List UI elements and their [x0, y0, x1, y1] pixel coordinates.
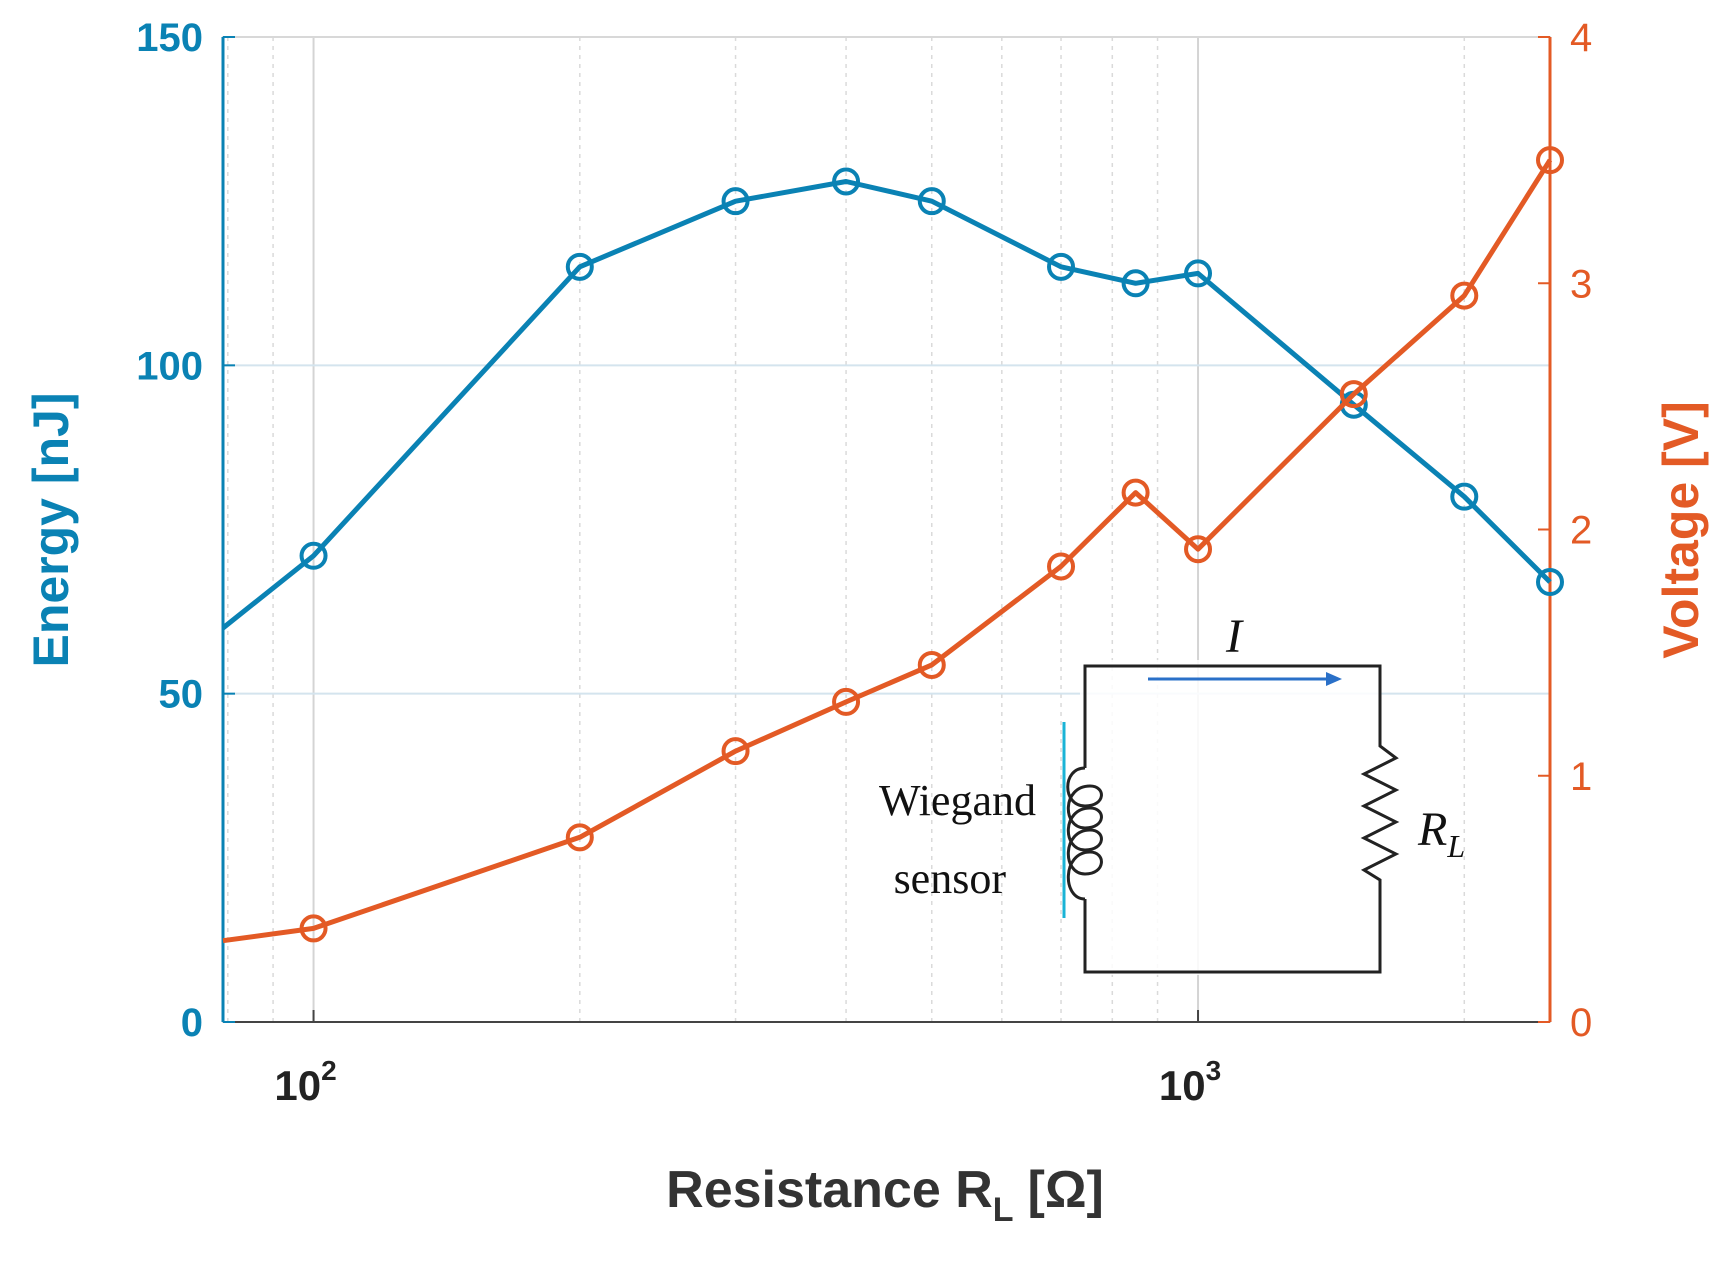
x-tick-label-base: 10	[1159, 1062, 1206, 1109]
source-label-line2: sensor	[894, 854, 1007, 903]
voltage-series-line	[222, 158, 1553, 944]
right-tick-label: 3	[1570, 262, 1592, 306]
right-tick-label: 1	[1570, 755, 1592, 799]
voltage-data-point	[832, 687, 861, 716]
voltage-data-point	[1339, 380, 1368, 409]
voltage-data-point	[1536, 146, 1564, 175]
circuit-wire	[1083, 664, 1400, 974]
voltage-data-point	[917, 650, 946, 679]
x-axis-label: Resistance RL [Ω]	[666, 1161, 1104, 1229]
x-tick-label-exponent: 2	[321, 1055, 337, 1086]
left-tick-label: 100	[136, 344, 203, 388]
circuit-inset: I Wiegand sensor RL	[879, 610, 1465, 975]
x-tick-label: 103	[1159, 1055, 1221, 1109]
x-axis-label-subscript: L	[993, 1191, 1014, 1229]
load-label: RL	[1417, 803, 1465, 864]
voltage-data-point	[1184, 535, 1213, 564]
current-label: I	[1225, 610, 1244, 663]
voltage-data-point	[1450, 281, 1479, 310]
energy-data-point	[832, 167, 861, 196]
energy-data-point	[1450, 482, 1479, 511]
y-axis-right-label: Voltage [V]	[1653, 401, 1709, 658]
current-arrow-head-icon	[1326, 672, 1342, 686]
x-axis-ticks: 102 103	[274, 1010, 1221, 1109]
right-tick-label: 2	[1570, 509, 1592, 553]
voltage-data-point	[1047, 552, 1076, 581]
energy-data-point	[1536, 568, 1564, 597]
left-tick-label: 50	[159, 673, 204, 717]
energy-data-point	[299, 541, 328, 570]
energy-data-point	[721, 187, 750, 216]
voltage-data-point	[565, 823, 594, 852]
energy-data-point	[565, 252, 594, 281]
x-tick-label-exponent: 3	[1206, 1055, 1222, 1086]
x-axis-label-main: Resistance R	[666, 1161, 993, 1219]
energy-data-point	[917, 187, 946, 216]
y-axis-left-label: Energy [nJ]	[23, 392, 79, 667]
load-label-main: R	[1417, 803, 1447, 856]
left-axis-ticks: 0 50 100 150	[136, 16, 235, 1045]
left-tick-label: 150	[136, 16, 203, 60]
inset-background	[1080, 660, 1380, 975]
voltage-data-point	[299, 914, 328, 943]
right-axis-ticks: 0 1 2 3 4	[1538, 16, 1592, 1045]
source-label-line1: Wiegand	[879, 776, 1036, 825]
right-tick-label: 0	[1570, 1001, 1592, 1045]
voltage-data-point	[1121, 478, 1150, 507]
energy-data-point	[1121, 269, 1150, 298]
voltage-data-point	[721, 737, 750, 766]
energy-data-point	[1184, 259, 1213, 288]
right-tick-label: 4	[1570, 16, 1592, 60]
energy-series-line	[221, 179, 1552, 630]
series-layer	[221, 146, 1564, 944]
left-tick-label: 0	[181, 1001, 203, 1045]
energy-data-point	[1047, 252, 1076, 281]
load-label-subscript: L	[1446, 828, 1465, 864]
x-tick-label: 102	[274, 1055, 336, 1109]
coil-icon	[1066, 766, 1103, 901]
x-axis-label-unit: [Ω]	[1028, 1161, 1104, 1219]
x-tick-label-base: 10	[274, 1062, 321, 1109]
